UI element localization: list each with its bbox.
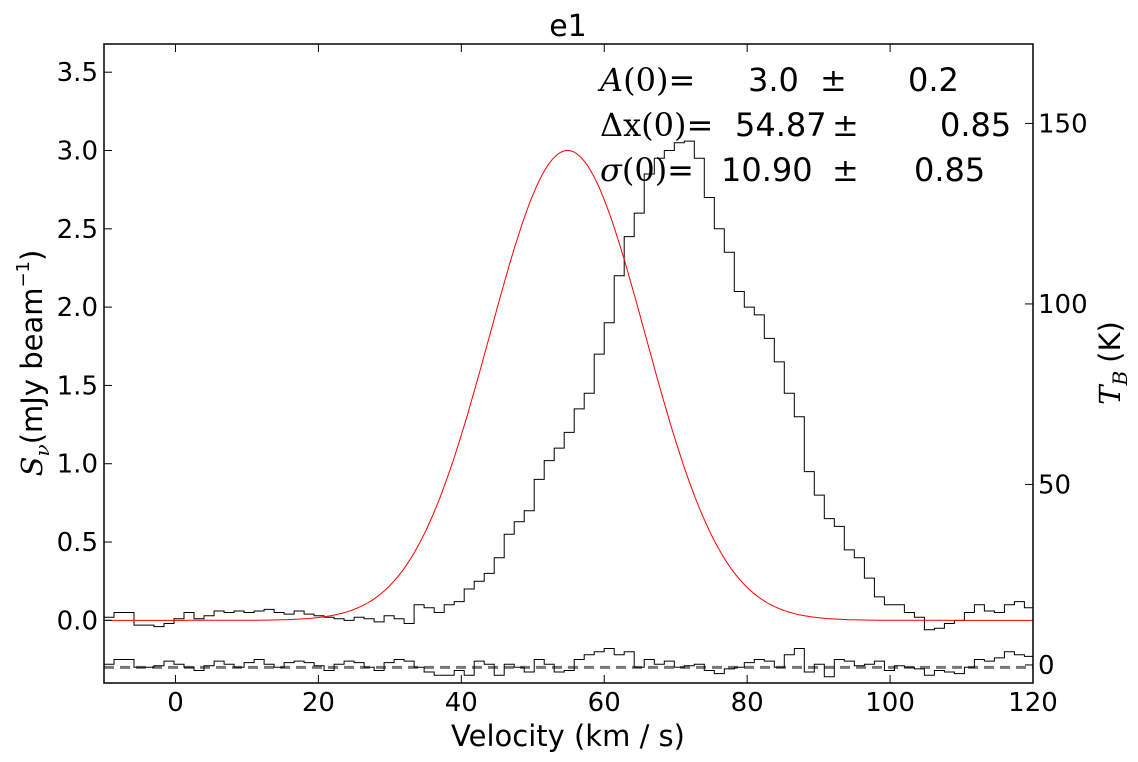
y2-axis-subscript: B [1108, 371, 1132, 387]
fit-center-symbol: Δx [600, 106, 641, 144]
fit-width-error: 0.85 [914, 151, 985, 189]
y-axis-label: Sν(mJy beam−1) [13, 250, 54, 477]
y2-tick-label: 150 [1038, 109, 1088, 139]
fit-amplitude: A(0)= 3.0 ± 0.2 [597, 61, 959, 99]
fit-amplitude-value: 3.0 [748, 61, 799, 99]
fit-width-pm: ± [832, 151, 859, 189]
y-tick-label: 1.5 [57, 371, 98, 401]
plot-frame [103, 43, 1034, 684]
fit-width: σ(0)= 10.90 ± 0.85 [600, 151, 985, 189]
y-axis-symbol: S [15, 456, 49, 476]
x-tick-label: 20 [302, 688, 335, 718]
x-tick-label: 80 [731, 688, 764, 718]
y-tick-label: 3.5 [57, 58, 98, 88]
y2-axis-label: TB (K) [1093, 321, 1132, 405]
fit-center-value: 54.87 [735, 106, 827, 144]
x-axis-label: Velocity (km / s) [451, 719, 685, 753]
x-tick-label: 40 [445, 688, 478, 718]
fit-center: Δx(0)= 54.87 ± 0.85 [600, 106, 1011, 144]
y2-axis-symbol: T [1093, 383, 1127, 405]
y-axis-unit: (mJy beam [15, 288, 49, 445]
fit-center-args: (0) [641, 106, 686, 144]
fit-amplitude-error: 0.2 [908, 61, 959, 99]
fit-amplitude-symbol: A [597, 61, 623, 99]
y-tick-label: 2.5 [57, 215, 98, 245]
chart-title: e1 [549, 9, 587, 44]
x-tick-label: 0 [167, 688, 184, 718]
y-axis-subscript: ν [30, 444, 54, 456]
y-axis-unit-exponent: −1 [13, 261, 34, 288]
x-tick-label: 120 [1008, 688, 1058, 718]
y2-axis-unit: (K) [1093, 321, 1127, 363]
y-tick-label: 0.5 [57, 528, 98, 558]
fit-center-pm: ± [832, 106, 859, 144]
y2-tick-label: 0 [1038, 651, 1055, 681]
fit-width-value: 10.90 [721, 151, 813, 189]
fit-width-args: (0) [622, 151, 667, 189]
y2-tick-label: 100 [1038, 290, 1088, 320]
y-tick-label: 1.0 [57, 450, 98, 480]
y-tick-label: 3.0 [57, 137, 98, 167]
fit-center-error: 0.85 [940, 106, 1011, 144]
y-tick-label: 0.0 [57, 606, 98, 636]
fit-parameters: A(0)= 3.0 ± 0.2 Δx(0)= 54.87 ± 0.85 σ(0)… [597, 61, 1011, 189]
fit-amplitude-eq: = [668, 61, 695, 99]
x-tick-label: 60 [588, 688, 621, 718]
gaussian-fit-line [104, 150, 1033, 621]
fit-amplitude-pm: ± [820, 61, 847, 99]
fit-width-symbol: σ [600, 151, 623, 189]
y-axis-unit-close: ) [15, 250, 49, 261]
fit-center-eq: = [686, 106, 713, 144]
fit-amplitude-args: (0) [623, 61, 668, 99]
residual-spectrum-line [104, 648, 1033, 678]
x-tick-label: 100 [865, 688, 915, 718]
spectrum-line [104, 140, 1033, 631]
fit-width-eq: = [667, 151, 694, 189]
y-tick-label: 2.0 [57, 293, 98, 323]
y2-tick-label: 50 [1038, 470, 1071, 500]
